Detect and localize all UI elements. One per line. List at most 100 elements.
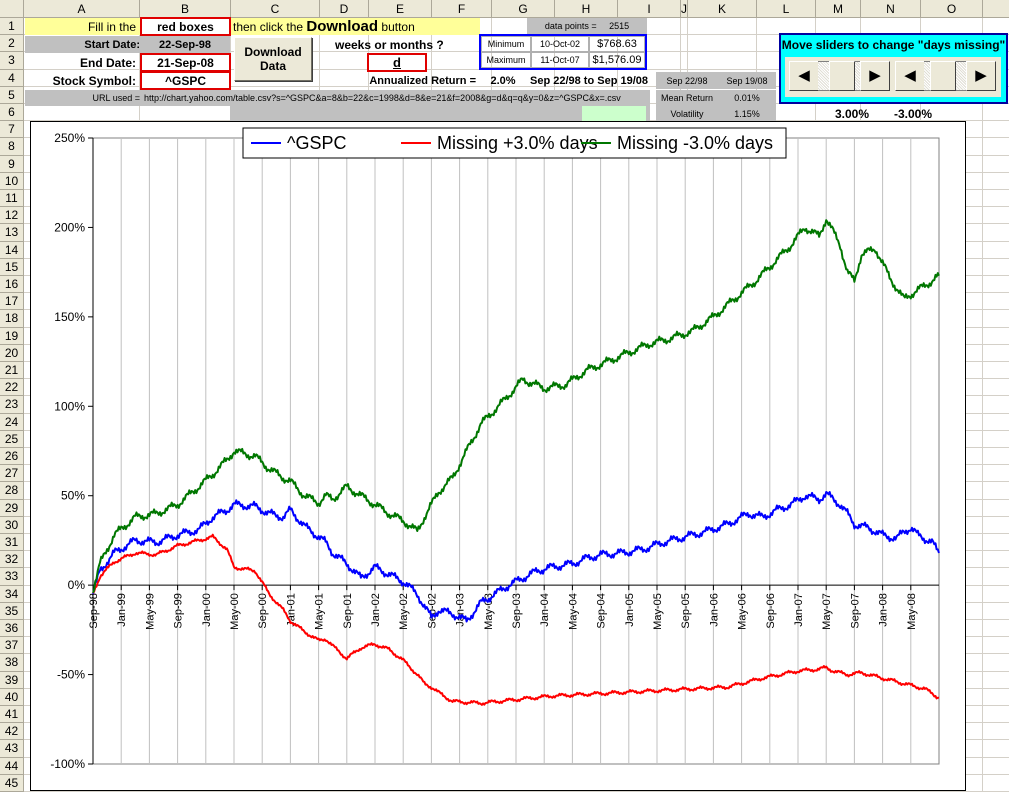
row-header-24[interactable]: 24 <box>0 413 24 431</box>
row-header-27[interactable]: 27 <box>0 465 24 483</box>
maximum-label: Maximum <box>481 52 531 68</box>
row-header-36[interactable]: 36 <box>0 620 24 638</box>
x-tick-label: Jan-05 <box>624 593 636 627</box>
row-header-26[interactable]: 26 <box>0 448 24 466</box>
row-header-28[interactable]: 28 <box>0 482 24 500</box>
row-header-30[interactable]: 30 <box>0 516 24 534</box>
column-header-A[interactable]: A <box>24 0 140 18</box>
slider2-right-arrow-icon[interactable]: ▶ <box>966 61 996 91</box>
x-tick-label: Jan-07 <box>793 593 805 627</box>
column-header-K[interactable]: K <box>688 0 757 18</box>
button-word: button <box>381 19 415 34</box>
row-header-41[interactable]: 41 <box>0 706 24 724</box>
x-tick-label: May-07 <box>821 593 833 630</box>
row-header-45[interactable]: 45 <box>0 774 24 792</box>
row-header-43[interactable]: 43 <box>0 740 24 758</box>
url-value: http://chart.yahoo.com/table.csv?s=^GSPC… <box>144 93 621 103</box>
minimum-date: 10-Oct-02 <box>531 36 589 52</box>
row-header-4[interactable]: 4 <box>0 69 24 87</box>
row-header-32[interactable]: 32 <box>0 551 24 569</box>
x-tick-label: May-03 <box>483 593 495 630</box>
row-header-34[interactable]: 34 <box>0 585 24 603</box>
period-input[interactable]: d <box>367 53 427 72</box>
date-range-cell: Sep 22/98 Sep 19/08 <box>656 72 776 89</box>
row-header-42[interactable]: 42 <box>0 723 24 741</box>
column-header-O[interactable]: O <box>921 0 983 18</box>
row-header-25[interactable]: 25 <box>0 430 24 448</box>
row-header-5[interactable]: 5 <box>0 86 24 104</box>
select-all-corner[interactable] <box>0 0 24 18</box>
x-tick-label: Jan-03 <box>455 593 467 627</box>
row-header-20[interactable]: 20 <box>0 344 24 362</box>
row-header-39[interactable]: 39 <box>0 671 24 689</box>
column-header-H[interactable]: H <box>555 0 618 18</box>
row-header-18[interactable]: 18 <box>0 310 24 328</box>
column-header-D[interactable]: D <box>320 0 369 18</box>
column-header-M[interactable]: M <box>816 0 861 18</box>
series-line-1 <box>92 533 940 706</box>
green-cell <box>582 106 646 121</box>
row-header-33[interactable]: 33 <box>0 568 24 586</box>
slider2-left-arrow-icon[interactable]: ◀ <box>895 61 925 91</box>
slider1-left-arrow-icon[interactable]: ◀ <box>789 61 819 91</box>
row-header-3[interactable]: 3 <box>0 52 24 70</box>
column-header-E[interactable]: E <box>369 0 432 18</box>
column-header-P[interactable]: P <box>983 0 1009 18</box>
column-header-N[interactable]: N <box>861 0 921 18</box>
x-tick-label: May-00 <box>229 593 241 630</box>
end-date-input[interactable]: 21-Sep-08 <box>140 53 231 72</box>
column-header-L[interactable]: L <box>757 0 816 18</box>
row-header-8[interactable]: 8 <box>0 138 24 156</box>
series-line-0 <box>92 491 940 623</box>
data-points-value: 2515 <box>609 21 630 31</box>
slider2-thumb[interactable] <box>930 61 956 91</box>
row-header-12[interactable]: 12 <box>0 207 24 225</box>
row-header-7[interactable]: 7 <box>0 121 24 139</box>
row-header-22[interactable]: 22 <box>0 379 24 397</box>
row-header-21[interactable]: 21 <box>0 362 24 380</box>
url-label: URL used = <box>92 93 140 103</box>
red-boxes-cell[interactable]: red boxes <box>140 17 231 36</box>
row-header-38[interactable]: 38 <box>0 654 24 672</box>
column-header-F[interactable]: F <box>432 0 492 18</box>
slider-panel: Move sliders to change "days missing" ◀ … <box>779 33 1008 104</box>
row-header-10[interactable]: 10 <box>0 172 24 190</box>
row-header-31[interactable]: 31 <box>0 534 24 552</box>
x-tick-label: Sep-99 <box>173 593 185 628</box>
row-header-37[interactable]: 37 <box>0 637 24 655</box>
legend-label: Missing -3.0% days <box>617 133 773 153</box>
row-header-16[interactable]: 16 <box>0 276 24 294</box>
stock-symbol-input[interactable]: ^GSPC <box>140 71 231 90</box>
slider1-thumb[interactable] <box>829 61 855 91</box>
column-header-C[interactable]: C <box>231 0 320 18</box>
row-header-2[interactable]: 2 <box>0 35 24 53</box>
column-header-I[interactable]: I <box>618 0 681 18</box>
line-chart: Sep-98 Jan-99 May-99 Sep-99 Jan-00 May-00 Sep-… <box>50 127 940 771</box>
n6-value: 3.00% <box>834 106 870 121</box>
row-header-15[interactable]: 15 <box>0 258 24 276</box>
row-header-6[interactable]: 6 <box>0 104 24 122</box>
slider1-right-arrow-icon[interactable]: ▶ <box>860 61 890 91</box>
chart-area[interactable]: Sep-98 Jan-99 May-99 Sep-99 Jan-00 May-00 Sep-… <box>30 121 966 791</box>
x-tick-label: May-02 <box>398 593 410 630</box>
end-date-label: End Date: <box>79 55 136 70</box>
download-data-button[interactable]: Download Data <box>234 37 312 81</box>
gray-band <box>230 106 650 121</box>
row-header-29[interactable]: 29 <box>0 499 24 517</box>
row-header-13[interactable]: 13 <box>0 224 24 242</box>
row-header-1[interactable]: 1 <box>0 18 24 36</box>
row-header-19[interactable]: 19 <box>0 327 24 345</box>
mean-return-label: Mean Return <box>660 93 714 103</box>
row-header-35[interactable]: 35 <box>0 602 24 620</box>
column-header-J[interactable]: J <box>681 0 688 18</box>
row-header-23[interactable]: 23 <box>0 396 24 414</box>
legend-label: Missing +3.0% days <box>437 133 598 153</box>
column-header-G[interactable]: G <box>492 0 555 18</box>
column-header-B[interactable]: B <box>140 0 231 18</box>
row-header-11[interactable]: 11 <box>0 190 24 208</box>
row-header-14[interactable]: 14 <box>0 241 24 259</box>
row-header-9[interactable]: 9 <box>0 155 24 173</box>
row-header-17[interactable]: 17 <box>0 293 24 311</box>
row-header-44[interactable]: 44 <box>0 757 24 775</box>
row-header-40[interactable]: 40 <box>0 688 24 706</box>
